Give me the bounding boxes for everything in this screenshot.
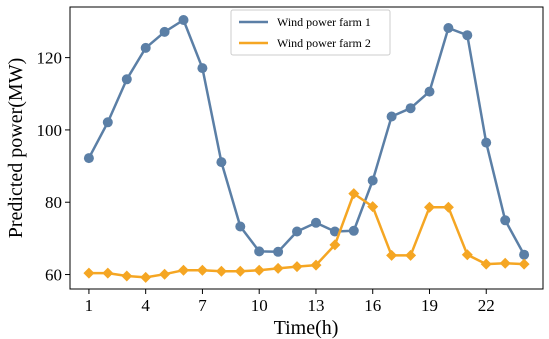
data-point <box>443 23 454 33</box>
data-point <box>234 265 246 277</box>
data-point <box>499 257 511 269</box>
data-point <box>140 271 152 283</box>
data-point <box>273 246 284 257</box>
x-tick-label: 4 <box>141 296 150 315</box>
data-point <box>292 226 302 237</box>
data-point <box>367 201 379 213</box>
y-axis-title: Predicted power(MW) <box>5 58 27 239</box>
x-tick-label: 19 <box>421 296 438 315</box>
x-tick-label: 10 <box>251 296 268 315</box>
data-point <box>518 258 530 270</box>
data-point <box>159 268 171 280</box>
data-point <box>405 103 416 114</box>
data-point <box>329 239 341 251</box>
data-point <box>178 15 189 25</box>
legend: Wind power farm 1 Wind power farm 2 <box>230 9 391 56</box>
data-point <box>140 42 151 53</box>
data-point <box>386 249 398 261</box>
data-point <box>254 246 265 257</box>
data-point <box>481 137 492 148</box>
data-point <box>159 26 170 37</box>
legend-label-farm-2: Wind power farm 2 <box>277 36 371 50</box>
data-point <box>253 264 265 276</box>
x-tick-label: 16 <box>364 296 381 315</box>
y-tick-label: 80 <box>45 193 62 212</box>
data-point <box>121 74 132 85</box>
series-line-farm-2 <box>88 192 525 279</box>
y-tick-label: 60 <box>45 266 62 285</box>
y-axis: 60 80 100 120 <box>37 49 70 285</box>
y-tick-label: 100 <box>37 121 63 140</box>
data-point <box>311 217 321 228</box>
data-point <box>519 249 530 260</box>
legend-label-farm-1: Wind power farm 1 <box>277 15 371 29</box>
data-point <box>500 215 511 226</box>
data-point <box>424 201 435 213</box>
data-point <box>348 225 359 236</box>
data-point <box>310 259 322 271</box>
data-point <box>405 249 417 261</box>
data-point <box>215 265 227 277</box>
data-point <box>83 153 94 164</box>
x-tick-label: 22 <box>478 296 495 315</box>
series-farm-2 <box>83 188 530 283</box>
series-layer <box>83 15 530 283</box>
data-point <box>83 267 95 279</box>
data-point <box>462 30 473 41</box>
data-point <box>480 258 492 270</box>
data-point <box>197 63 208 74</box>
x-axis: 1 4 7 10 13 16 19 22 <box>85 289 495 315</box>
data-point <box>178 264 189 276</box>
x-tick-label: 1 <box>85 296 94 315</box>
y-tick-label: 120 <box>37 49 63 68</box>
legend-box <box>230 9 391 56</box>
data-point <box>461 249 473 261</box>
data-point <box>386 111 397 122</box>
data-point <box>367 175 378 186</box>
data-point <box>235 221 246 232</box>
x-axis-title: Time(h) <box>274 317 339 339</box>
data-point <box>348 188 360 200</box>
data-point <box>102 267 114 279</box>
x-tick-label: 7 <box>198 296 207 315</box>
data-point <box>102 117 113 128</box>
plot-area <box>69 6 544 290</box>
data-point <box>121 270 133 282</box>
data-point <box>424 86 435 97</box>
x-tick-label: 13 <box>307 296 324 315</box>
plot-frame <box>69 6 544 290</box>
data-point <box>272 262 284 274</box>
data-point <box>291 261 303 273</box>
series-farm-1 <box>83 15 530 260</box>
data-point <box>442 201 454 213</box>
data-point <box>216 157 227 168</box>
data-point <box>329 226 340 237</box>
data-point <box>196 264 208 276</box>
